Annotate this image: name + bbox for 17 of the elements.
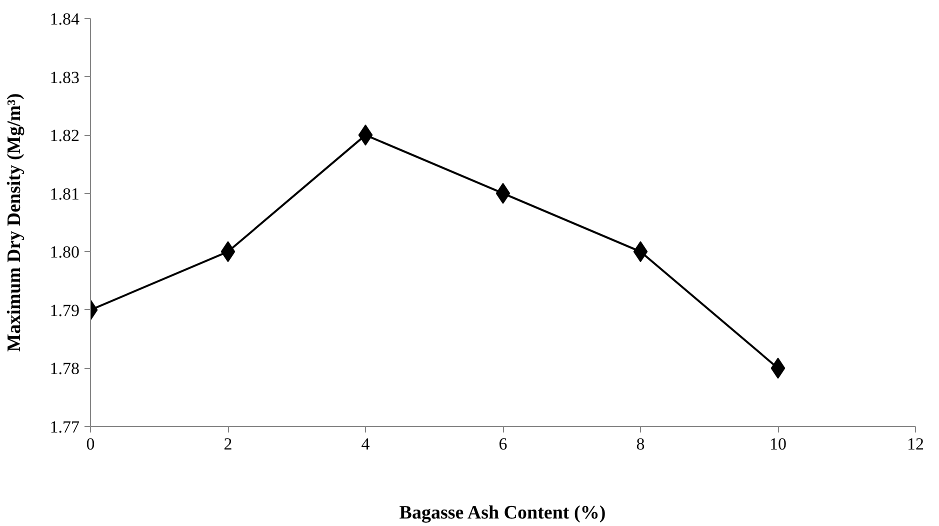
x-tick-label: 4 — [361, 434, 370, 454]
y-tick-label: 1.80 — [50, 242, 80, 262]
y-tick-label: 1.78 — [50, 359, 80, 378]
y-tick-label: 1.79 — [50, 300, 80, 320]
x-axis-title: Bagasse Ash Content (%) — [399, 502, 606, 524]
x-tick-label: 10 — [770, 434, 786, 454]
x-tick-label: 2 — [224, 434, 232, 454]
x-tick-label: 12 — [907, 434, 924, 454]
y-tick-label: 1.82 — [50, 126, 80, 146]
y-axis-title: Maximum Dry Density (Mg/m³) — [4, 93, 25, 352]
y-tick-label: 1.84 — [50, 10, 80, 28]
y-tick-label: 1.83 — [50, 68, 80, 87]
x-tick-label: 0 — [86, 434, 95, 454]
y-tick-label: 1.77 — [50, 418, 80, 436]
x-tick-label: 8 — [636, 434, 645, 454]
y-tick-label: 1.81 — [50, 184, 80, 204]
x-tick-label: 6 — [498, 434, 508, 454]
